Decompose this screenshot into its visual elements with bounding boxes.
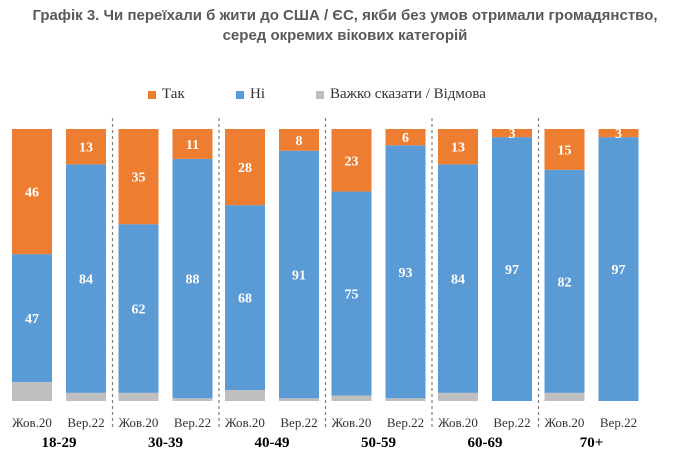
data-label-tak: 3 xyxy=(615,127,622,142)
bar-segment-ni xyxy=(225,205,265,391)
data-label-ni: 47 xyxy=(25,312,39,327)
data-label-ni: 97 xyxy=(612,263,626,278)
legend-swatch-vazhko xyxy=(316,90,324,99)
period-label: Жов.20 xyxy=(12,415,52,430)
bar-segment-vazhko xyxy=(118,392,159,401)
data-label-ni: 91 xyxy=(292,269,306,284)
bar-segment-ni xyxy=(172,158,213,399)
bar-segment-tak xyxy=(225,129,265,206)
period-label: Жов.20 xyxy=(438,415,478,430)
bar-segment-tak xyxy=(544,129,585,170)
chart-title: Графік 3. Чи переїхали б жити до США / Є… xyxy=(0,6,690,46)
bar-segment-tak xyxy=(598,129,639,138)
data-label-ni: 62 xyxy=(132,303,146,318)
bar-segment-tak xyxy=(279,129,319,151)
period-label: Вер.22 xyxy=(493,415,530,430)
bar-segment-vazhko xyxy=(385,398,426,401)
bar-segment-tak xyxy=(492,129,532,138)
age-group-label: 70+ xyxy=(580,435,604,451)
bar-segment-vazhko xyxy=(279,398,319,401)
period-label: Жов.20 xyxy=(332,415,372,430)
data-label-ni: 84 xyxy=(451,273,465,288)
bar-segment-ni xyxy=(492,137,532,401)
age-group-label: 60-69 xyxy=(468,435,503,451)
bar-segment-ni xyxy=(118,224,159,393)
data-label-tak: 8 xyxy=(296,134,303,149)
data-label-ni: 75 xyxy=(345,288,359,303)
bar-segment-ni xyxy=(12,254,52,382)
bar-segment-tak xyxy=(331,129,372,192)
data-label-tak: 13 xyxy=(79,141,93,156)
bar-segment-vazhko xyxy=(438,392,478,401)
period-label: Вер.22 xyxy=(600,415,637,430)
bar-segment-ni xyxy=(598,137,639,401)
bar-segment-ni xyxy=(385,145,426,399)
data-label-ni: 68 xyxy=(238,292,252,307)
bar-segment-ni xyxy=(438,164,478,393)
data-label-tak: 23 xyxy=(345,154,359,169)
age-group-label: 18-29 xyxy=(42,435,77,451)
data-label-ni: 82 xyxy=(558,275,572,290)
chart-title-line2: серед окремих вікових категорій xyxy=(222,27,468,44)
bar-segment-vazhko xyxy=(544,392,585,401)
legend-item-tak: Так xyxy=(148,86,185,103)
bar-segment-tak xyxy=(438,129,478,165)
bar-segment-tak xyxy=(12,129,52,255)
bar-segment-vazhko xyxy=(172,398,213,401)
bar-segment-tak xyxy=(385,129,426,146)
bar-segment-vazhko xyxy=(331,395,372,401)
legend-label-ni: Ні xyxy=(250,86,265,102)
data-label-tak: 6 xyxy=(402,131,409,146)
data-label-ni: 97 xyxy=(505,263,519,278)
bar-segment-tak xyxy=(66,129,106,165)
data-label-tak: 28 xyxy=(238,161,252,176)
chart-title-line1: Графік 3. Чи переїхали б жити до США / Є… xyxy=(32,7,658,24)
data-label-tak: 3 xyxy=(509,127,516,142)
bar-segment-vazhko xyxy=(12,381,52,401)
data-label-tak: 13 xyxy=(451,141,465,156)
period-label: Жов.20 xyxy=(119,415,159,430)
period-label: Жов.20 xyxy=(545,415,585,430)
data-label-tak: 15 xyxy=(558,143,572,158)
bar-segment-ni xyxy=(279,150,319,399)
age-group-label: 40-49 xyxy=(255,435,290,451)
age-group-label: 50-59 xyxy=(361,435,396,451)
bar-segment-vazhko xyxy=(225,390,265,401)
data-label-ni: 88 xyxy=(186,273,200,288)
data-label-ni: 93 xyxy=(399,266,413,281)
data-label-tak: 35 xyxy=(132,171,146,186)
data-label-ni: 84 xyxy=(79,273,93,288)
bar-segment-tak xyxy=(118,129,159,225)
legend: Так Ні Важко сказати / Відмова xyxy=(0,86,690,104)
legend-label-tak: Так xyxy=(162,86,185,102)
period-label: Вер.22 xyxy=(387,415,424,430)
bar-segment-ni xyxy=(66,164,106,393)
period-label: Вер.22 xyxy=(280,415,317,430)
data-label-tak: 11 xyxy=(186,138,199,153)
legend-swatch-ni xyxy=(236,90,244,99)
period-label: Жов.20 xyxy=(225,415,265,430)
legend-label-vazhko: Важко сказати / Відмова xyxy=(330,86,486,102)
period-label: Вер.22 xyxy=(174,415,211,430)
data-label-tak: 46 xyxy=(25,186,39,201)
legend-item-ni: Ні xyxy=(236,86,265,103)
bar-segment-tak xyxy=(172,129,213,159)
legend-swatch-tak xyxy=(148,90,156,99)
bar-segment-ni xyxy=(331,191,372,396)
bar-segment-ni xyxy=(544,169,585,393)
period-label: Вер.22 xyxy=(67,415,104,430)
legend-item-vazhko: Важко сказати / Відмова xyxy=(316,86,486,103)
bar-segment-vazhko xyxy=(66,392,106,401)
age-group-label: 30-39 xyxy=(148,435,183,451)
